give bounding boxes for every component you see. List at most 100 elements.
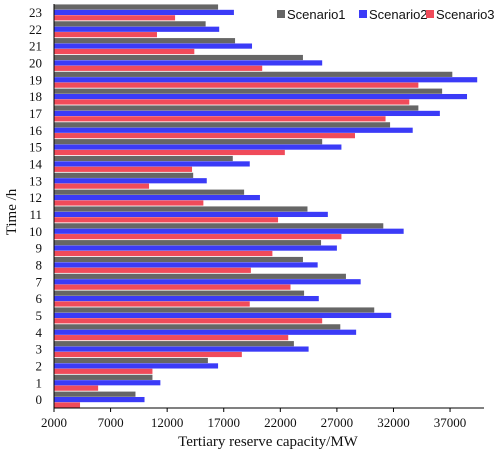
- bar-scenario2-hour-2: [54, 363, 219, 369]
- bar-scenario1-hour-22: [54, 21, 206, 27]
- bar-scenario3-hour-19: [54, 82, 419, 88]
- bar-scenario1-hour-15: [54, 139, 323, 145]
- legend: Scenario1 Scenario2 Scenario3: [277, 7, 495, 22]
- bar-scenario1-hour-0: [54, 391, 136, 397]
- bar-scenario2-hour-4: [54, 329, 357, 335]
- bar-scenario2-hour-18: [54, 93, 468, 100]
- bar-scenario3-hour-16: [54, 133, 355, 139]
- legend-label-scenario3: Scenario3: [436, 7, 495, 22]
- y-tick-label: 2: [36, 358, 43, 373]
- bar-scenario3-hour-13: [54, 183, 150, 189]
- y-tick-label: 19: [29, 72, 42, 87]
- bar-scenario1-hour-10: [54, 223, 384, 229]
- bar-scenario1-hour-5: [54, 307, 375, 313]
- y-tick-label: 23: [29, 5, 42, 20]
- x-tick-label: 27000: [321, 415, 354, 430]
- y-tick-label: 15: [29, 140, 42, 155]
- bar-scenario3-hour-6: [54, 301, 250, 307]
- bar-scenario2-hour-10: [54, 228, 404, 234]
- y-tick-label: 17: [29, 106, 43, 121]
- bar-scenario3-hour-15: [54, 149, 285, 156]
- x-axis-title: Tertiary reserve capacity/MW: [178, 434, 359, 450]
- bar-scenario3-hour-20: [54, 65, 263, 71]
- x-tick-label: 32000: [377, 415, 410, 430]
- x-tick-labels: 2000 7000 12000 17000 22000 27000 32000 37000: [41, 408, 466, 430]
- y-tick-label: 12: [29, 190, 42, 205]
- bar-scenario3-hour-0: [54, 402, 81, 408]
- bar-scenario2-hour-1: [54, 380, 161, 386]
- bar-scenario2-hour-7: [54, 279, 361, 285]
- bar-scenario2-hour-3: [54, 346, 309, 352]
- bar-scenario1-hour-12: [54, 189, 245, 195]
- axes-group: [53, 4, 484, 409]
- x-tick-label: 12000: [151, 415, 184, 430]
- bar-scenario3-hour-8: [54, 267, 251, 273]
- legend-swatch-scenario2: [359, 10, 367, 18]
- bar-scenario3-hour-17: [54, 116, 386, 122]
- bar-scenario3-hour-10: [54, 234, 342, 240]
- bar-scenario2-hour-16: [54, 127, 413, 133]
- x-tick-label: 37000: [434, 415, 467, 430]
- legend-swatch-scenario3: [426, 10, 434, 18]
- bar-scenario3-hour-9: [54, 250, 273, 257]
- bar-scenario2-hour-20: [54, 60, 323, 66]
- y-tick-label: 3: [36, 342, 43, 357]
- bar-scenario2-hour-17: [54, 110, 440, 117]
- bar-scenario1-hour-20: [54, 54, 303, 61]
- y-tick-label: 5: [36, 308, 43, 323]
- bar-scenario3-hour-2: [54, 368, 153, 374]
- y-tick-label: 21: [29, 39, 42, 54]
- bar-scenario2-hour-23: [54, 9, 234, 16]
- bar-scenario3-hour-18: [54, 99, 410, 105]
- bar-scenario1-hour-4: [54, 324, 341, 330]
- bar-scenario1-hour-19: [54, 71, 453, 77]
- legend-label-scenario1: Scenario1: [287, 7, 346, 22]
- bar-scenario2-hour-21: [54, 43, 253, 49]
- bar-scenario3-hour-4: [54, 335, 289, 341]
- bar-scenario2-hour-6: [54, 295, 319, 302]
- y-tick-label: 9: [36, 241, 43, 256]
- y-tick-label: 6: [36, 291, 43, 306]
- y-tick-label: 14: [29, 156, 43, 171]
- y-tick-label: 16: [29, 123, 43, 138]
- bar-scenario1-hour-16: [54, 122, 391, 128]
- y-tick-label: 11: [29, 207, 42, 222]
- bar-scenario3-hour-1: [54, 385, 99, 391]
- bar-scenario1-hour-17: [54, 105, 419, 111]
- y-axis-title: Time /h: [4, 188, 20, 235]
- bar-scenario2-hour-11: [54, 211, 328, 218]
- bar-scenario3-hour-3: [54, 351, 242, 358]
- bar-scenario3-hour-7: [54, 284, 291, 290]
- y-tick-label: 20: [29, 55, 42, 70]
- bar-scenario2-hour-9: [54, 245, 337, 251]
- bar-scenario1-hour-18: [54, 88, 443, 94]
- y-tick-label: 8: [36, 257, 43, 272]
- bar-scenario3-hour-22: [54, 32, 157, 38]
- y-tick-label: 1: [36, 375, 43, 390]
- bar-scenario1-hour-11: [54, 206, 308, 212]
- bar-scenario2-hour-12: [54, 194, 260, 201]
- bar-scenario1-hour-8: [54, 256, 303, 263]
- bar-scenario1-hour-1: [54, 374, 153, 380]
- bar-scenario2-hour-0: [54, 396, 145, 403]
- bar-scenario3-hour-23: [54, 15, 176, 21]
- bar-scenario3-hour-11: [54, 217, 279, 223]
- bar-scenario3-hour-5: [54, 318, 323, 324]
- bar-scenario1-hour-21: [54, 38, 236, 44]
- x-tick-label: 7000: [98, 415, 124, 430]
- bar-scenario1-hour-13: [54, 172, 194, 178]
- y-tick-label: 10: [29, 224, 42, 239]
- legend-label-scenario2: Scenario2: [369, 7, 428, 22]
- bar-scenario3-hour-12: [54, 200, 204, 206]
- bars-group: [54, 4, 478, 408]
- bar-scenario2-hour-19: [54, 77, 478, 83]
- y-tick-label: 7: [36, 274, 43, 289]
- bar-scenario1-hour-14: [54, 155, 233, 162]
- bar-scenario1-hour-9: [54, 240, 322, 246]
- bar-scenario2-hour-14: [54, 161, 250, 167]
- bar-scenario2-hour-8: [54, 262, 318, 268]
- bar-scenario1-hour-3: [54, 341, 294, 347]
- y-tick-label: 13: [29, 173, 42, 188]
